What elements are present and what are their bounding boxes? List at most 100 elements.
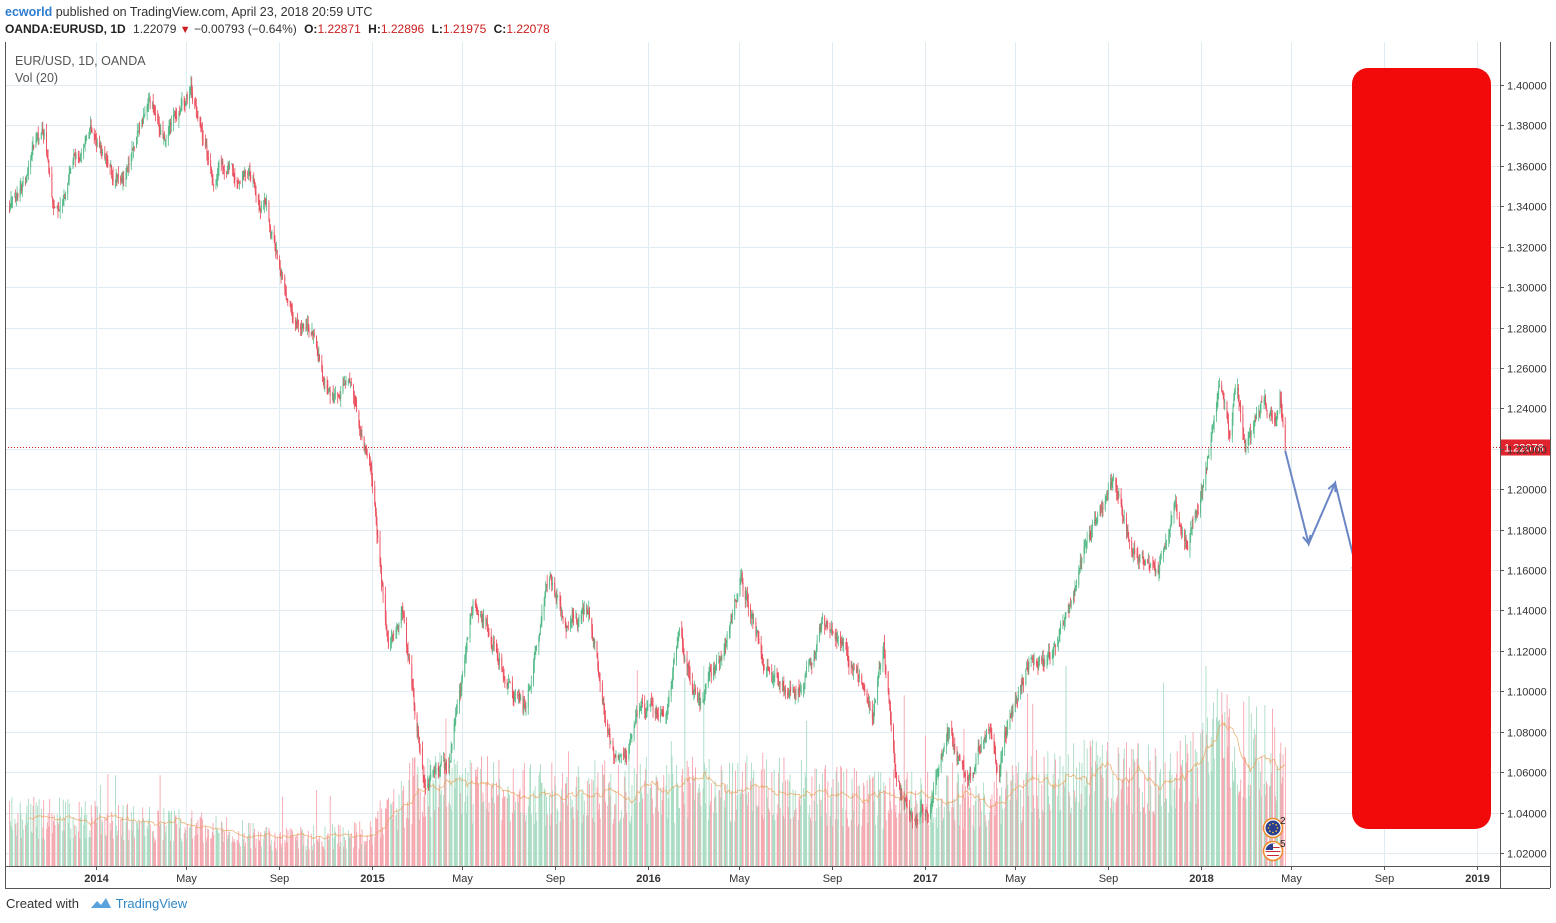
candle-body [96,139,97,147]
volume-bar [995,801,997,866]
candle-body [1006,729,1008,738]
volume-bar [577,810,578,866]
candle-body [192,92,193,101]
volume-bar [695,767,696,866]
candle-body [142,116,144,124]
candle-body [170,123,172,125]
candle-body [1259,408,1261,417]
volume-bar [1181,766,1183,866]
candle-body [137,131,139,133]
candle-body [413,693,415,706]
candle-body [1107,489,1109,494]
candle-body [1160,559,1161,565]
candle-body [226,172,228,174]
candle-body [1085,545,1087,547]
volume-bar [1041,784,1043,866]
candle-body [769,669,770,673]
candle-body [327,388,329,391]
candle-body [840,636,842,644]
candle-body [1080,561,1082,563]
candle-body [555,594,556,596]
eu-flag-event-badge[interactable]: 2 [1262,816,1287,839]
candle-body [229,164,231,170]
volume-bar [307,830,309,866]
candle-body [1238,396,1240,403]
candle-body [763,668,765,670]
candle-body [490,635,492,645]
us-flag-event-badge[interactable]: 5 [1262,839,1287,862]
volume-bar [118,805,119,866]
volume-bar [19,802,21,866]
volume-bar [192,838,194,866]
candle-body [207,157,209,161]
volume-bar [455,764,457,866]
candle-body [178,113,180,120]
volume-moving-average [28,721,1286,840]
volume-bar [432,780,434,866]
volume-bar [666,765,668,866]
volume-bar [996,788,998,866]
volume-bar [831,787,833,866]
candle-body [1192,520,1194,521]
volume-bar [74,824,76,866]
candle-body [576,621,578,626]
candle-body [223,169,225,172]
volume-bar [1165,798,1167,866]
y-tick-label: 1.38000 [1507,121,1547,133]
author-link[interactable]: ecworld [5,5,53,19]
candle-body [345,382,347,386]
volume-bar [430,816,432,866]
x-tick-label: 2019 [1465,873,1489,885]
candle-body [508,682,510,686]
event-badges[interactable]: 25 [1262,816,1287,862]
volume-bar [573,818,575,866]
volume-bar [920,777,922,866]
candle-body [821,620,823,628]
candle-body [1234,391,1235,401]
last-price-line: 1.22078 [5,439,1550,456]
candle-body [995,759,997,767]
candle-body [538,636,540,647]
candle-body [85,139,87,142]
candle-body [117,174,119,180]
volume-bar [1022,806,1024,866]
volume-bar [406,818,408,866]
candle-body [1249,432,1251,437]
candle-body [758,638,760,643]
candle-body [619,756,621,758]
candle-body [1232,406,1234,419]
volume-bar [302,845,304,866]
candle-body [1174,501,1176,504]
candle-body [715,667,717,670]
candle-body [840,643,842,645]
candle-body [1200,491,1202,499]
volume-bar [639,764,641,866]
candle-body [316,335,317,348]
candle-body [144,112,146,115]
tradingview-link[interactable]: TradingView [115,896,188,911]
volume-bar [661,799,663,866]
candle-body [201,126,203,130]
volume-bar [57,822,59,866]
volume-bar [1032,703,1034,866]
volume-bar [485,781,487,866]
volume-bar [1000,824,1002,866]
candle-body [704,694,705,701]
volume-bar [448,802,450,866]
volume-bar [41,837,43,866]
volume-bar [255,838,257,866]
candle-body [623,756,625,758]
y-tick-label: 1.22000 [1507,445,1547,457]
candle-body [1148,561,1150,566]
volume-bar [450,805,451,866]
volume-bar [1138,788,1140,866]
volume-bar [788,807,789,866]
volume-bar [46,828,48,866]
candle-body [194,100,196,106]
volume-bar [1052,773,1054,866]
volume-bar [211,838,212,866]
volume-bar [263,838,265,866]
volume-bar [1222,758,1224,866]
candle-body [241,173,243,183]
